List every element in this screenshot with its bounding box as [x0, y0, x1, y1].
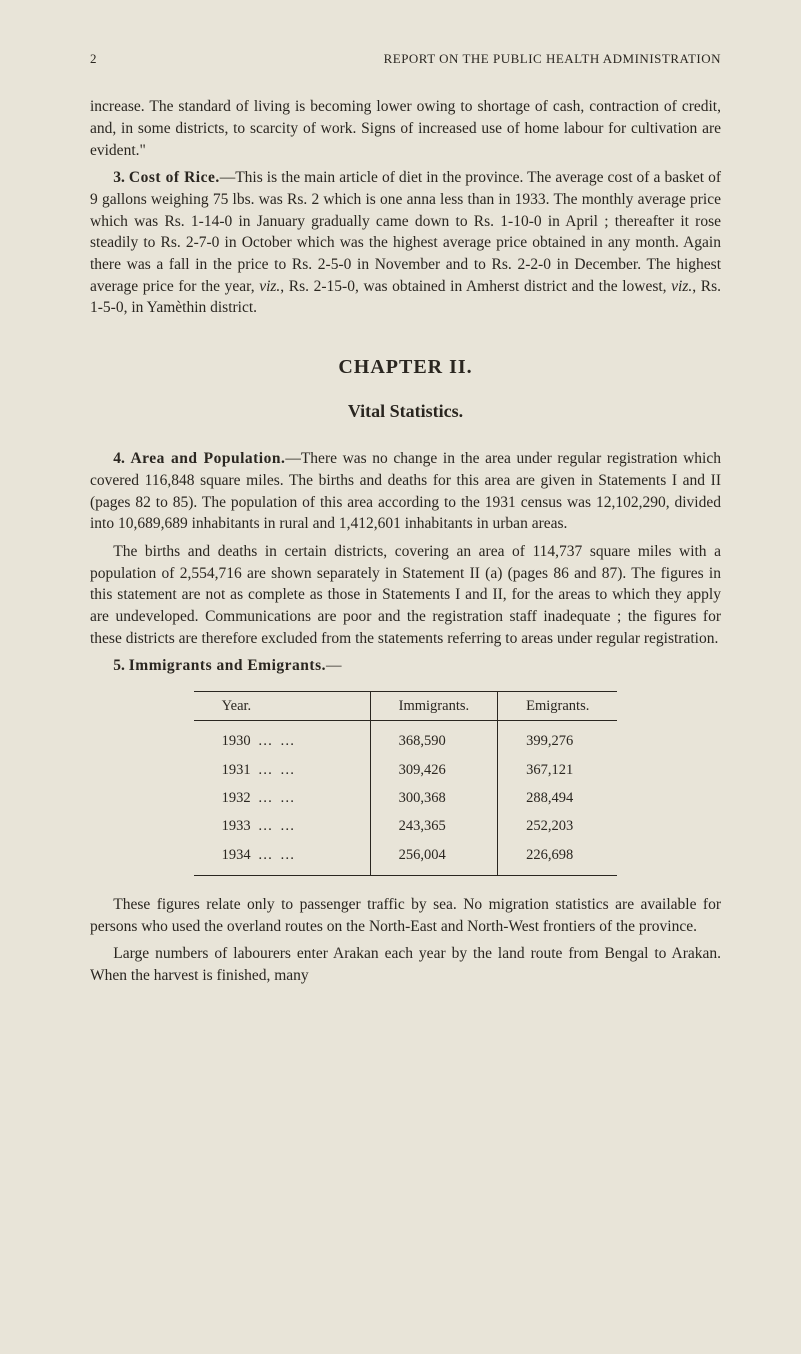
year-cell: 1933: [222, 818, 251, 834]
paragraph-increase: increase. The standard of living is beco…: [90, 96, 721, 161]
col-header-immigrants: Immigrants.: [370, 692, 497, 721]
page: 2 REPORT ON THE PUBLIC HEALTH ADMINISTRA…: [0, 0, 801, 1354]
paragraph-labourers-arakan: Large numbers of labourers enter Arakan …: [90, 943, 721, 986]
col-header-emigrants: Emigrants.: [498, 692, 618, 721]
body-text: , Rs. 2-15-0, was obtained in Amherst di…: [280, 278, 671, 295]
section-title-vital-statistics: Vital Statistics.: [90, 399, 721, 424]
immigrants-cell: 368,590: [370, 721, 497, 756]
emigrants-cell: 252,203: [498, 812, 618, 840]
emigrants-cell: 399,276: [498, 721, 618, 756]
section-heading-area-population: Area and Population.: [130, 450, 285, 467]
year-cell: 1932: [222, 790, 251, 806]
table-row: 1931 … … 309,426 367,121: [194, 756, 618, 784]
dots: … …: [258, 847, 297, 863]
section-heading-immigrants-emigrants: Immigrants and Emigrants.: [129, 657, 326, 674]
running-header: 2 REPORT ON THE PUBLIC HEALTH ADMINISTRA…: [90, 50, 721, 68]
paragraph-passenger-traffic: These figures relate only to passenger t…: [90, 894, 721, 937]
section-number-4: 4.: [113, 450, 125, 467]
table-row: 1933 … … 243,365 252,203: [194, 812, 618, 840]
dots: … …: [258, 790, 297, 806]
body-text: —This is the main article of diet in the…: [90, 169, 721, 294]
emigrants-cell: 288,494: [498, 784, 618, 812]
immigrants-cell: 300,368: [370, 784, 497, 812]
year-cell: 1930: [222, 733, 251, 749]
running-head-text: REPORT ON THE PUBLIC HEALTH ADMINISTRATI…: [384, 50, 721, 68]
table-row: 1930 … … 368,590 399,276: [194, 721, 618, 756]
section-number-3: 3.: [113, 169, 125, 186]
body-text: —: [326, 657, 342, 674]
year-cell: 1931: [222, 762, 251, 778]
chapter-title: CHAPTER II.: [90, 353, 721, 381]
immigrants-cell: 243,365: [370, 812, 497, 840]
paragraph-area-population: 4. Area and Population.—There was no cha…: [90, 448, 721, 535]
paragraph-births-deaths: The births and deaths in certain distric…: [90, 541, 721, 649]
table-row: 1932 … … 300,368 288,494: [194, 784, 618, 812]
dots: … …: [258, 733, 297, 749]
dots: … …: [258, 762, 297, 778]
immigrants-cell: 309,426: [370, 756, 497, 784]
emigrants-cell: 226,698: [498, 841, 618, 876]
section-heading-cost-of-rice: Cost of Rice.: [129, 169, 220, 186]
paragraph-cost-of-rice: 3. Cost of Rice.—This is the main articl…: [90, 167, 721, 319]
year-cell: 1934: [222, 847, 251, 863]
viz-abbrev: viz.: [259, 278, 280, 295]
paragraph-immigrants-emigrants-heading: 5. Immigrants and Emigrants.—: [90, 655, 721, 677]
table-row: 1934 … … 256,004 226,698: [194, 841, 618, 876]
table-header-row: Year. Immigrants. Emigrants.: [194, 692, 618, 721]
immigrants-emigrants-table: Year. Immigrants. Emigrants. 1930 … … 36…: [194, 691, 618, 876]
viz-abbrev: viz.: [671, 278, 692, 295]
emigrants-cell: 367,121: [498, 756, 618, 784]
dots: … …: [258, 818, 297, 834]
col-header-year: Year.: [194, 692, 371, 721]
section-number-5: 5.: [113, 657, 125, 674]
page-number: 2: [90, 50, 97, 68]
immigrants-cell: 256,004: [370, 841, 497, 876]
